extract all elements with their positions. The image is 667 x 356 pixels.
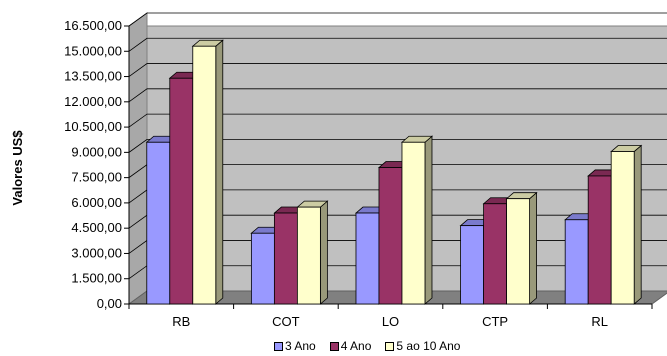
y-tick-labels: 0,00 1.500,00 3.000,00 4.500,00 6.000,00 7.50… [64,18,122,311]
gridline [128,63,667,77]
bar-front [610,151,635,305]
bar-side [424,135,433,305]
bar-front [587,175,612,305]
bar-front [506,198,530,305]
bar [191,39,224,305]
category-label: COT [272,314,300,329]
side-wall [128,12,148,305]
bar [505,191,538,305]
legend-item: 3 Ano [274,339,316,353]
bar-front [296,206,321,305]
legend-label: 5 ao 10 Ano [396,339,461,353]
bar [400,135,434,305]
y-tick-label: 1.500,00 [71,271,122,286]
y-tick-label: 13.500,00 [64,69,122,84]
bar-front [146,141,171,305]
category-labels: RB COT LO CTP RL [172,314,608,329]
y-tick-label: 6.000,00 [71,195,122,210]
bar-front [169,77,194,305]
legend: 3 Ano 4 Ano 5 ao 10 Ano [274,339,460,353]
legend-label: 4 Ano [340,339,372,353]
y-tick-label: 4.500,00 [71,220,122,235]
y-tick-label: 0,00 [97,296,122,311]
gridline [128,88,667,103]
category-label: RB [172,314,190,329]
gridline [128,37,667,52]
bar-side [319,200,328,305]
y-tick-label: 15.000,00 [64,43,122,58]
bar-front [273,212,298,305]
bar-front [401,141,426,305]
category-label: RL [591,314,608,329]
category-label: LO [382,314,399,329]
category-label: CTP [482,314,508,329]
bar-side [529,191,537,305]
legend-label: 3 Ano [285,339,316,353]
bar-front [564,219,589,305]
y-tick-label: 16.500,00 [64,18,122,33]
legend-item: 5 ao 10 Ano [385,339,460,353]
y-tick-label: 7.500,00 [71,170,122,185]
bars [145,39,643,305]
bar-front [483,203,507,305]
gridline [128,12,667,27]
legend-swatch [385,341,395,351]
bar [296,200,329,305]
gridline [128,138,667,153]
bar-front [250,232,275,305]
gridline [128,113,667,128]
bar-front [460,225,484,305]
bar-side [215,39,224,305]
y-axis-label: Valores US$ [10,130,25,206]
y-tick-label: 3.000,00 [71,245,122,260]
bar-front [378,167,403,305]
legend-swatch [274,341,283,351]
legend-swatch [329,341,339,351]
bar-front [192,45,217,305]
bar-side [633,144,642,305]
bar-front [355,212,380,305]
legend-item: 4 Ano [329,339,372,353]
y-tick-label: 10.500,00 [64,119,122,134]
y-tick-label: 9.000,00 [71,144,122,159]
y-tick-label: 12.000,00 [64,94,122,109]
bar [610,144,643,305]
